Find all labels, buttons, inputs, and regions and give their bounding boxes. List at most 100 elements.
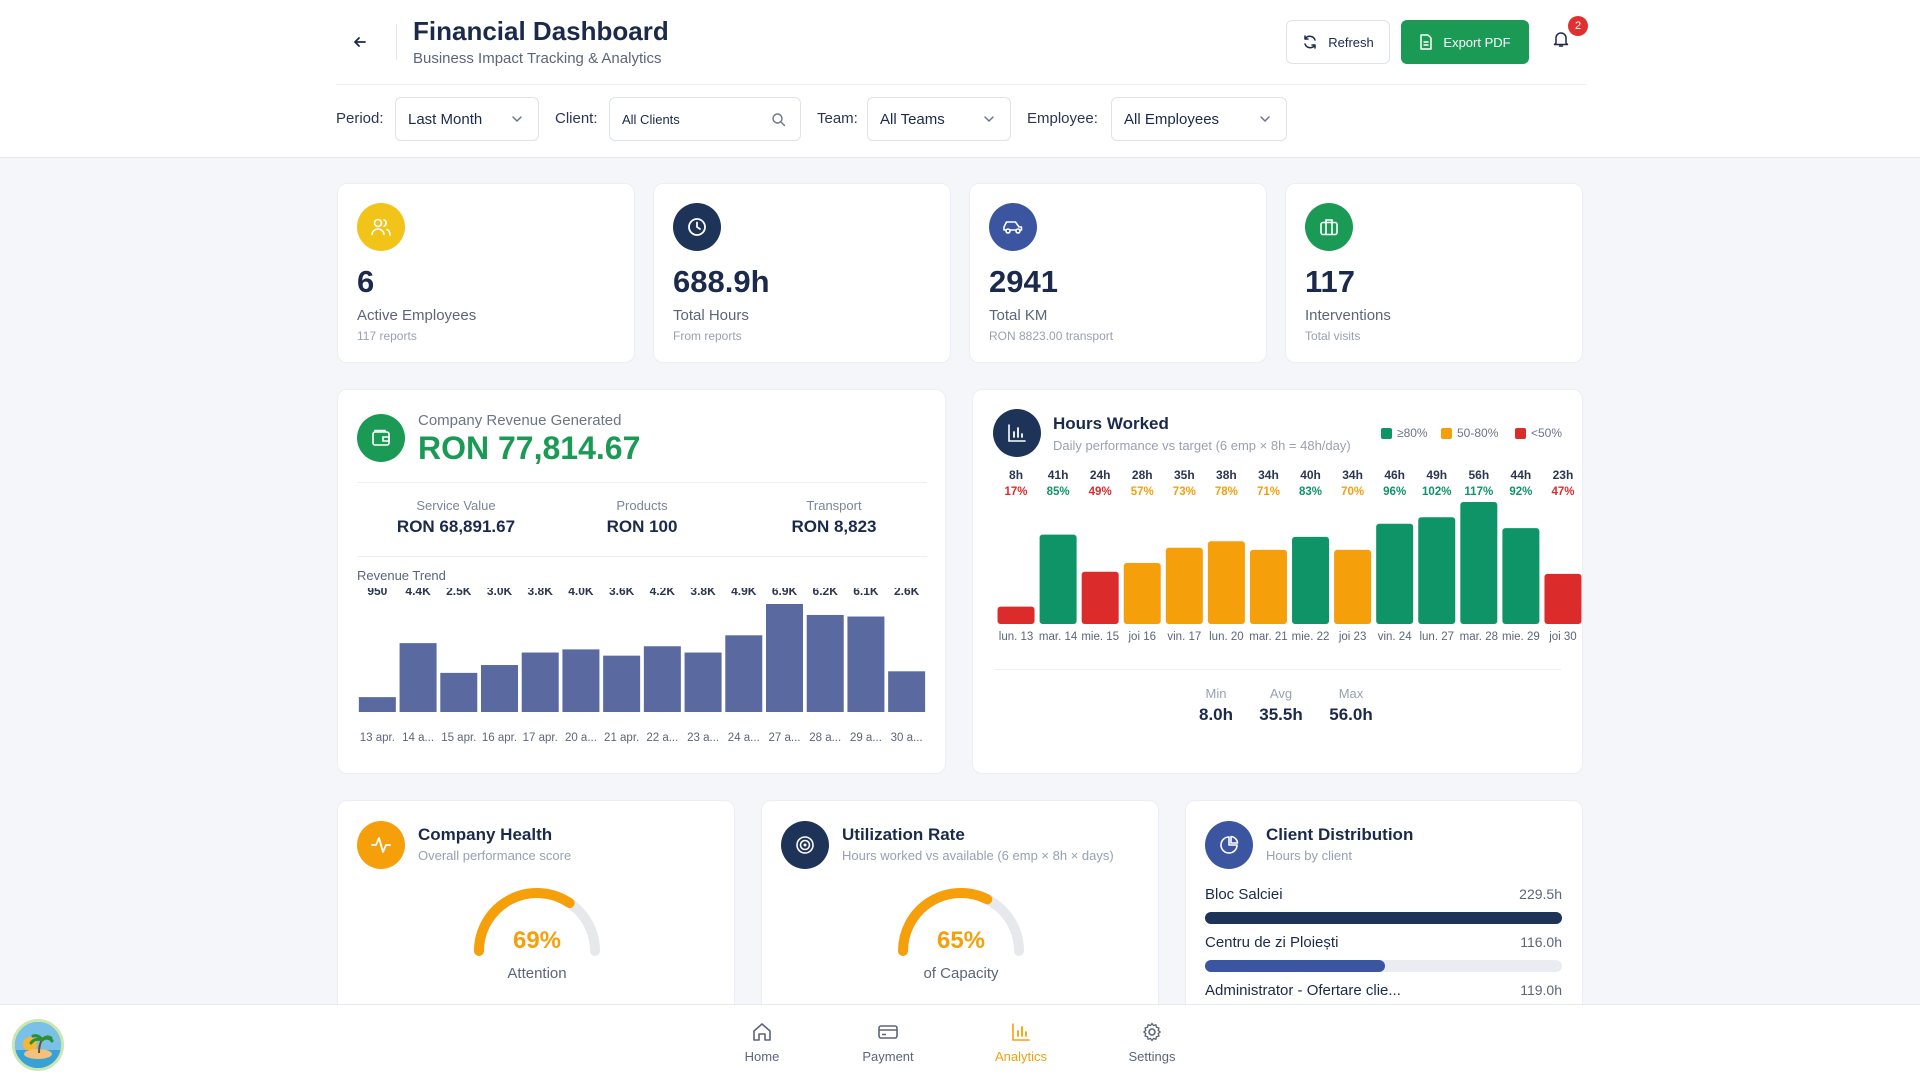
revenue-bar[interactable] — [399, 643, 437, 712]
hours-date-label: mar. 21 — [1249, 631, 1287, 643]
revenue-bar[interactable] — [358, 697, 396, 712]
health-gauge — [474, 888, 600, 956]
hours-bar[interactable] — [997, 606, 1035, 624]
nav-item-settings[interactable]: Settings — [1102, 1021, 1202, 1064]
hours-percent-label: 78% — [1215, 486, 1238, 498]
client-icon-circle — [1205, 821, 1253, 869]
revenue-icon-circle — [357, 414, 405, 462]
stat-icon-circle — [357, 203, 405, 251]
stat-value: 2941 — [989, 264, 1058, 299]
filter-bar: Period: Last Month Client: All Clients T… — [336, 97, 1586, 141]
revenue-breakdown-transport: Transport RON 8,823 — [739, 498, 929, 537]
stat-sub: Total visits — [1305, 329, 1361, 343]
revenue-date-label: 17 apr. — [523, 732, 558, 744]
nav-item-analytics[interactable]: Analytics — [971, 1021, 1071, 1064]
gauge-fill — [474, 888, 575, 956]
stat-label: Total KM — [989, 307, 1048, 324]
hours-bar[interactable] — [1418, 517, 1456, 624]
revenue-bar[interactable] — [643, 646, 681, 712]
legend-label: <50% — [1531, 426, 1563, 440]
hours-percent-label: 117% — [1464, 486, 1493, 498]
team-select[interactable]: All Teams — [867, 97, 1011, 141]
revenue-bar[interactable] — [481, 665, 518, 712]
revenue-value-label: 4.9K — [731, 588, 757, 598]
hours-bar[interactable] — [1460, 502, 1498, 624]
utilization-title: Utilization Rate — [842, 825, 965, 844]
revenue-bar[interactable] — [888, 671, 926, 712]
page-title: Financial Dashboard — [413, 16, 669, 46]
revenue-bar[interactable] — [603, 655, 641, 712]
hours-bar[interactable] — [1376, 523, 1414, 624]
bar-chart-icon — [1012, 1023, 1030, 1041]
app-logo[interactable] — [12, 1019, 64, 1071]
hours-value-label: 38h — [1216, 470, 1237, 482]
utilization-gauge — [898, 888, 1024, 956]
bell-icon — [1553, 32, 1569, 47]
hours-date-label: mar. 28 — [1460, 631, 1498, 643]
revenue-bar[interactable] — [521, 652, 559, 712]
revenue-date-label: 16 apr. — [482, 732, 517, 744]
hours-bar[interactable] — [1544, 573, 1582, 624]
hours-bar[interactable] — [1123, 563, 1161, 624]
nav-label: Settings — [1128, 1049, 1176, 1064]
export-pdf-button[interactable]: Export PDF — [1401, 20, 1529, 64]
revenue-date-label: 23 a... — [687, 732, 719, 744]
utilization-status: of Capacity — [923, 965, 999, 982]
utilization-subtitle: Hours worked vs available (6 emp × 8h × … — [842, 848, 1114, 863]
client-distribution-title: Client Distribution — [1266, 825, 1414, 844]
revenue-bar[interactable] — [684, 652, 722, 712]
legend-label: 50-80% — [1457, 426, 1499, 440]
notifications-button[interactable] — [1552, 30, 1576, 54]
avg-label: Avg — [1269, 686, 1293, 701]
activity-icon — [371, 837, 391, 853]
stat-label: Active Employees — [357, 307, 477, 324]
stat-icon-circle — [1305, 203, 1353, 251]
revenue-bar[interactable] — [806, 614, 844, 712]
revenue-bar[interactable] — [725, 635, 763, 712]
nav-item-home[interactable]: Home — [712, 1021, 812, 1064]
hours-bar[interactable] — [1334, 549, 1372, 624]
revenue-bar[interactable] — [847, 616, 885, 712]
notification-badge: 2 — [1568, 16, 1588, 36]
hours-value-label: 49h — [1426, 470, 1447, 482]
home-icon — [753, 1023, 771, 1041]
nav-label: Payment — [862, 1049, 914, 1064]
client-search-input[interactable]: All Clients — [609, 97, 801, 141]
legend-swatch — [1381, 427, 1392, 439]
hours-bar[interactable] — [1165, 547, 1203, 624]
top-bar: Financial Dashboard Business Impact Trac… — [0, 0, 1920, 158]
refresh-button[interactable]: Refresh — [1286, 20, 1390, 64]
chevron-down-icon — [1260, 116, 1270, 123]
hours-bar[interactable] — [1081, 571, 1119, 624]
page-subtitle: Business Impact Tracking & Analytics — [413, 50, 662, 67]
hours-bar[interactable] — [1039, 534, 1077, 624]
period-value: Last Month — [408, 110, 483, 128]
revenue-bar[interactable] — [440, 672, 478, 712]
revenue-date-label: 30 a... — [891, 732, 923, 744]
pie-chart-icon — [1220, 835, 1239, 854]
clock-icon — [688, 218, 706, 236]
client-hours: 116.0h — [1520, 934, 1562, 950]
stat-card-employees: 6 Active Employees 117 reports — [337, 183, 635, 363]
revenue-bar[interactable] — [562, 649, 600, 712]
gear-icon — [1143, 1022, 1161, 1042]
wallet-icon — [372, 429, 390, 446]
revenue-value-label: 2.5K — [446, 588, 472, 598]
client-bar-track — [1205, 912, 1562, 924]
health-percent: 69% — [512, 927, 562, 954]
revenue-bar[interactable] — [766, 604, 803, 712]
stat-sub: RON 8823.00 transport — [989, 329, 1114, 343]
hours-bar[interactable] — [1292, 536, 1330, 624]
back-button[interactable] — [346, 28, 374, 56]
hours-percent-label: 70% — [1341, 486, 1364, 498]
utilization-icon-circle — [781, 821, 829, 869]
nav-item-payment[interactable]: Payment — [838, 1021, 938, 1064]
hours-percent-label: 47% — [1551, 486, 1574, 498]
period-select[interactable]: Last Month — [395, 97, 539, 141]
hours-bar[interactable] — [1502, 528, 1540, 624]
hours-max: Max 56.0h — [1316, 686, 1386, 725]
employee-select[interactable]: All Employees — [1111, 97, 1287, 141]
hours-bar[interactable] — [1249, 549, 1287, 624]
hours-bar[interactable] — [1207, 541, 1245, 624]
bottom-nav: Home Payment Analytics Settings — [0, 1004, 1920, 1080]
